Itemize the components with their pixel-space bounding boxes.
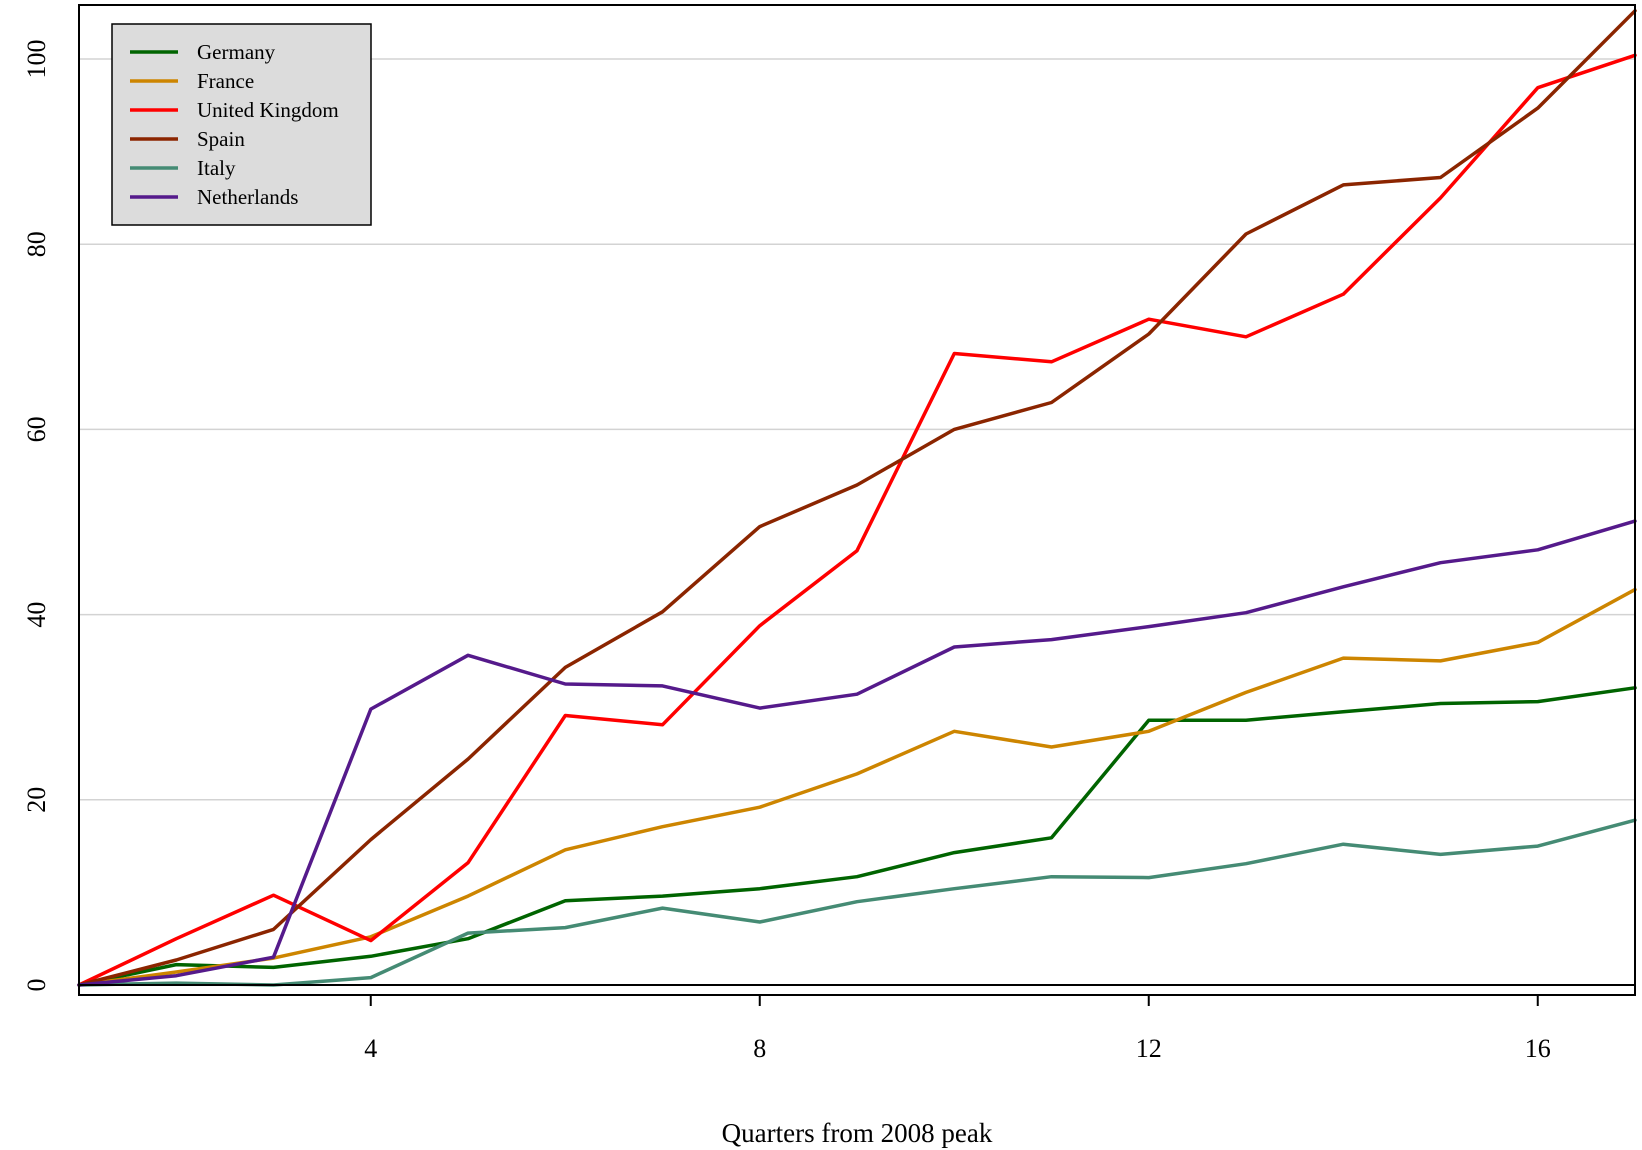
series-lines — [77, 9, 1637, 987]
legend-label-netherlands: Netherlands — [197, 185, 298, 209]
plot-frame — [78, 4, 1636, 996]
x-tick-label-16: 16 — [1525, 1034, 1551, 1063]
legend-label-france: France — [197, 69, 254, 93]
series-line-germany — [77, 686, 1637, 987]
y-axis: 0 20 40 60 80 100 — [22, 40, 51, 992]
series-line-united-kingdom — [77, 53, 1637, 987]
x-tick-label-8: 8 — [753, 1034, 766, 1063]
y-tick-label-0: 0 — [22, 979, 51, 992]
y-tick-label-60: 60 — [22, 416, 51, 442]
x-tick-label-4: 4 — [364, 1034, 377, 1063]
y-tick-label-100: 100 — [22, 40, 51, 79]
series-line-france — [77, 587, 1637, 987]
legend-label-united-kingdom: United Kingdom — [197, 98, 339, 122]
y-tick-label-80: 80 — [22, 231, 51, 257]
legend: Germany France United Kingdom Spain Italy Net… — [111, 23, 372, 226]
x-axis-title: Quarters from 2008 peak — [722, 1118, 993, 1148]
series-line-italy — [77, 818, 1637, 987]
y-tick-label-20: 20 — [22, 787, 51, 813]
series-line-netherlands — [77, 519, 1637, 987]
legend-label-spain: Spain — [197, 127, 245, 151]
y-tick-label-40: 40 — [22, 602, 51, 628]
legend-label-germany: Germany — [197, 40, 276, 64]
x-tick-label-12: 12 — [1136, 1034, 1162, 1063]
legend-label-italy: Italy — [197, 156, 236, 180]
x-axis: 4 8 12 16 — [364, 995, 1551, 1063]
series-line-spain — [77, 9, 1637, 987]
legend-box — [111, 23, 372, 226]
grid-lines — [79, 58, 1635, 801]
